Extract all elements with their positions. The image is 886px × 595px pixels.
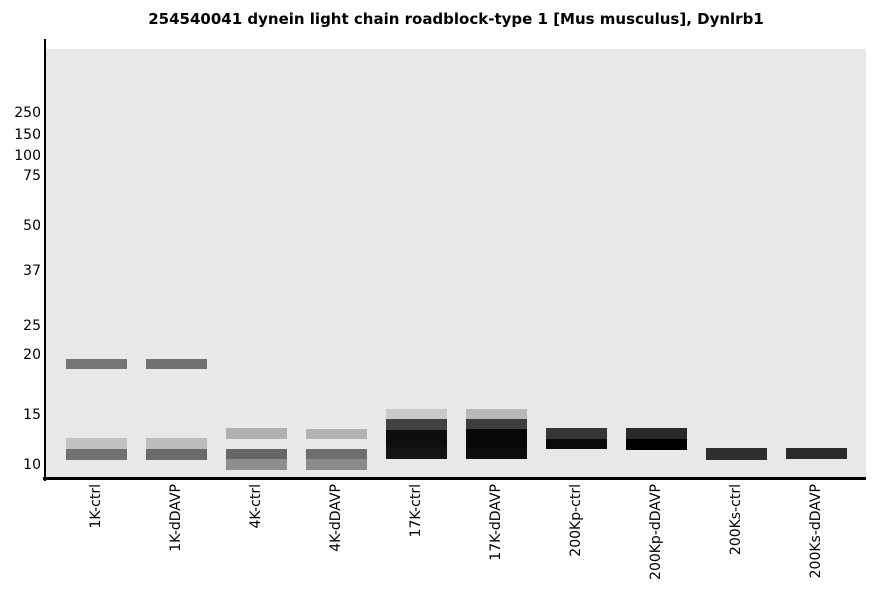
band-4K-ctrl-10.1kda <box>226 459 287 470</box>
y-tick-label: 100 <box>14 148 41 164</box>
y-tick-label: 15 <box>23 407 41 423</box>
band-4K-ctrl-11.1kda <box>226 449 287 459</box>
x-tick-label: 17K-ctrl <box>408 484 424 538</box>
band-17K-ctrl-12.6kda <box>386 430 447 447</box>
y-tick-label: 37 <box>23 263 41 279</box>
band-4K-dDAVP-10.1kda <box>306 459 367 470</box>
x-tick-label: 200Ks-ctrl <box>728 484 744 556</box>
band-200Kp-dDAVP-13.2kda <box>626 428 687 439</box>
band-200Kp-dDAVP-12.1kda <box>626 439 687 450</box>
y-tick-label: 50 <box>23 218 41 234</box>
x-tick-label: 4K-ctrl <box>248 484 264 529</box>
band-17K-ctrl-15.1kda <box>386 409 447 419</box>
y-axis-spine <box>44 39 46 481</box>
band-17K-dDAVP-14.1kda <box>466 419 527 429</box>
band-1K-ctrl-19.2kda <box>66 359 127 369</box>
band-17K-dDAVP-15.1kda <box>466 409 527 419</box>
y-tick-label: 150 <box>14 127 41 143</box>
x-tick-label: 17K-dDAVP <box>488 484 504 561</box>
y-tick-label: 10 <box>23 457 41 473</box>
x-tick-label: 200Kp-ctrl <box>568 484 584 557</box>
y-tick-label: 20 <box>23 347 41 363</box>
x-tick-label: 4K-dDAVP <box>328 484 344 552</box>
band-1K-dDAVP-19.2kda <box>146 359 207 369</box>
band-1K-ctrl-11.1kda <box>66 449 127 460</box>
y-tick-label: 250 <box>14 105 41 121</box>
y-tick-label: 25 <box>23 318 41 334</box>
band-17K-dDAVP-11.2kda <box>466 448 527 459</box>
band-200Kp-ctrl-12.1kda <box>546 439 607 449</box>
chart-title: 254540041 dynein light chain roadblock-t… <box>148 10 764 28</box>
plot-area <box>46 49 866 477</box>
y-tick-label: 75 <box>23 168 41 184</box>
band-200Ks-dDAVP-11.1kda <box>786 448 847 459</box>
x-tick-label: 200Ks-dDAVP <box>808 484 824 579</box>
band-17K-dDAVP-12.7kda <box>466 429 527 448</box>
band-1K-ctrl-12.2kda <box>66 438 127 449</box>
band-4K-dDAVP-13.2kda <box>306 429 367 439</box>
band-4K-dDAVP-11.1kda <box>306 449 367 459</box>
x-tick-label: 1K-dDAVP <box>168 484 184 552</box>
band-200Ks-ctrl-11.1kda <box>706 448 767 460</box>
x-tick-label: 200Kp-dDAVP <box>648 484 664 580</box>
band-17K-ctrl-14kda <box>386 419 447 430</box>
band-1K-dDAVP-11.1kda <box>146 449 207 460</box>
band-4K-ctrl-13.2kda <box>226 428 287 439</box>
band-1K-dDAVP-12.2kda <box>146 438 207 449</box>
band-200Kp-ctrl-13.2kda <box>546 428 607 439</box>
x-axis-spine <box>43 477 866 480</box>
band-17K-ctrl-11.2kda <box>386 447 447 459</box>
x-tick-label: 1K-ctrl <box>88 484 104 529</box>
